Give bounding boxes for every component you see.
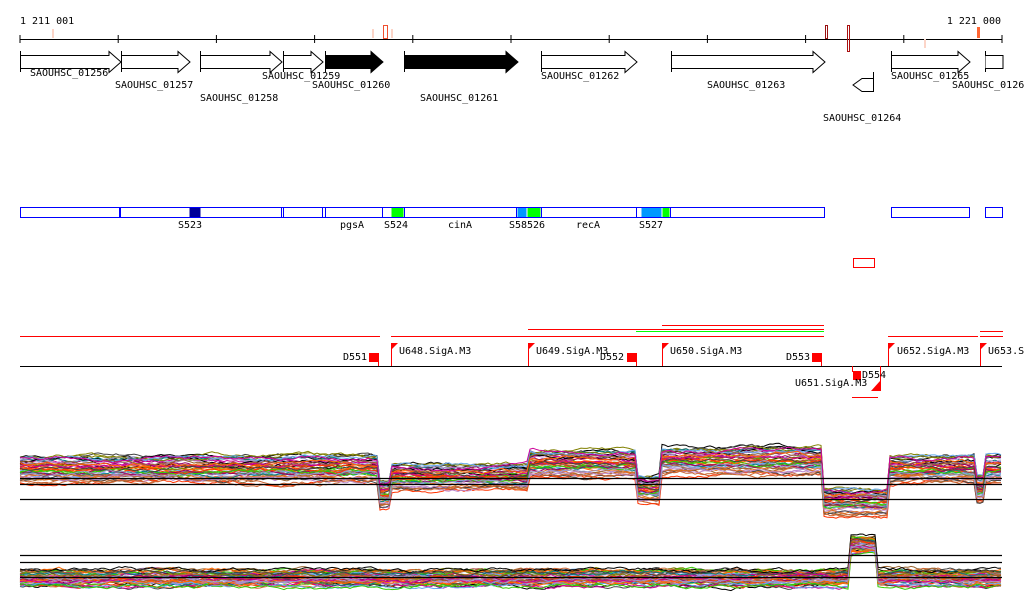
expression-trace <box>19 471 1002 519</box>
gene-label: SAOUHSC_01257 <box>115 80 193 91</box>
feature-box[interactable] <box>641 207 662 218</box>
expression-trace <box>19 450 1002 498</box>
gene-SAOUHSC_01257[interactable]: SAOUHSC_01257 <box>115 50 193 91</box>
transcript-label: D554 <box>862 370 886 381</box>
transcript-label: U653.S <box>988 346 1024 357</box>
feature-box[interactable] <box>541 207 637 218</box>
gene-track: SAOUHSC_01256 SAOUHSC_01257 SAOUHSC_01258 S… <box>20 50 1024 124</box>
ruler-mark <box>924 39 926 48</box>
gene-SAOUHSC_01260[interactable]: SAOUHSC_01260 <box>312 50 390 91</box>
ruler-mark <box>383 25 388 39</box>
ruler: 1 211 001 1 221 000 <box>19 16 1003 52</box>
feature-box[interactable] <box>527 207 541 218</box>
promoter-flag[interactable] <box>888 343 895 350</box>
terminator-flag[interactable] <box>812 353 821 362</box>
transcript-label: U649.SigA.M3 <box>536 346 608 357</box>
gene-SAOUHSC_01258[interactable]: SAOUHSC_01258 <box>200 50 283 104</box>
gene-label: SAOUHSC_01261 <box>420 93 498 104</box>
transcript-label: U648.SigA.M3 <box>399 346 471 357</box>
gene-label: SAOUHSC_0126 <box>952 80 1024 91</box>
feature-box[interactable] <box>20 207 120 218</box>
gene-SAOUHSC_01262[interactable]: SAOUHSC_01262 <box>541 50 638 82</box>
terminator-flag[interactable] <box>627 353 636 362</box>
feature-box[interactable] <box>662 207 670 218</box>
feature-box[interactable] <box>670 207 825 218</box>
expression-trace <box>19 552 1002 591</box>
expression-track <box>19 442 1002 592</box>
feature-label: S58526 <box>509 220 545 231</box>
transcript-label: U652.SigA.M3 <box>897 346 969 357</box>
gene-label: SAOUHSC_01259 <box>262 71 340 82</box>
expression-trace <box>19 533 1002 575</box>
gene-label: SAOUHSC_01258 <box>200 93 278 104</box>
feature-label: S523 <box>178 220 202 231</box>
promoter-flag[interactable] <box>662 343 669 350</box>
gene-SAOUHSC_01263[interactable]: SAOUHSC_01263 <box>671 50 826 91</box>
transcript-label: D552 <box>600 352 624 363</box>
gene-SAOUHSC_01264[interactable]: SAOUHSC_01264 <box>823 72 901 124</box>
promoter-flag[interactable] <box>528 343 535 350</box>
expression-trace <box>19 543 1002 585</box>
transcript-label: U651.SigA.M3 <box>795 378 867 389</box>
ruler-start-label: 1 211 001 <box>20 16 74 27</box>
ruler-mark <box>847 25 850 52</box>
feature-box[interactable] <box>189 207 201 218</box>
gene-SAOUHSC_01259[interactable]: SAOUHSC_01259 <box>262 50 340 82</box>
transcript-label: D553 <box>786 352 810 363</box>
transcript-label: U650.SigA.M3 <box>670 346 742 357</box>
gene-label: SAOUHSC_01264 <box>823 113 901 124</box>
expression-trace <box>19 549 1002 587</box>
expression-trace <box>19 448 1002 492</box>
feature-label: S527 <box>639 220 663 231</box>
gene-SAOUHSC_01256[interactable]: SAOUHSC_01256 <box>20 50 122 79</box>
promoter-flag[interactable] <box>871 381 880 391</box>
gene-label: SAOUHSC_01256 <box>30 68 108 79</box>
expression-trace <box>19 536 1002 577</box>
feature-label: S524 <box>384 220 408 231</box>
gene-SAOUHSC_01261[interactable]: SAOUHSC_01261 <box>404 50 519 104</box>
feature-box[interactable] <box>391 207 404 218</box>
feature-box[interactable] <box>891 207 970 218</box>
feature-track: S523 pgsA S524 cinA S58526 recA S527 <box>20 207 1003 231</box>
feature-box[interactable] <box>283 207 323 218</box>
feature-box[interactable] <box>404 207 517 218</box>
transcript-label: D551 <box>343 352 367 363</box>
promoter-flag[interactable] <box>980 343 987 350</box>
gene-SAOUHSC_0126[interactable]: SAOUHSC_0126 <box>952 51 1024 91</box>
expression-trace <box>19 459 1002 508</box>
expression-trace <box>19 544 1002 584</box>
feature-label: pgsA <box>340 220 364 231</box>
feature-label: recA <box>576 220 600 231</box>
feature-box[interactable] <box>853 258 875 268</box>
expression-trace <box>19 539 1002 584</box>
feature-box[interactable] <box>985 207 1003 218</box>
gene-label: SAOUHSC_01265 <box>891 71 969 82</box>
expression-trace <box>19 454 1002 499</box>
gene-label: SAOUHSC_01260 <box>312 80 390 91</box>
ruler-mark <box>825 25 828 39</box>
ruler-mark <box>391 29 393 38</box>
gene-SAOUHSC_01265[interactable]: SAOUHSC_01265 <box>891 50 971 82</box>
expression-trace <box>19 550 1002 590</box>
gene-label: SAOUHSC_01263 <box>707 80 785 91</box>
terminator-flag[interactable] <box>853 371 861 380</box>
ruler-mark <box>52 29 54 38</box>
expression-trace <box>19 446 1002 495</box>
feature-box[interactable] <box>120 207 282 218</box>
ruler-mark <box>977 27 980 38</box>
promoter-flag[interactable] <box>391 343 398 350</box>
ruler-end-label: 1 221 000 <box>947 16 1001 27</box>
ruler-mark <box>372 29 374 38</box>
expression-trace <box>19 537 1002 577</box>
gene-label: SAOUHSC_01262 <box>541 71 619 82</box>
feature-box[interactable] <box>517 207 527 218</box>
terminator-flag[interactable] <box>369 353 378 362</box>
feature-label: cinA <box>448 220 472 231</box>
feature-box[interactable] <box>325 207 383 218</box>
